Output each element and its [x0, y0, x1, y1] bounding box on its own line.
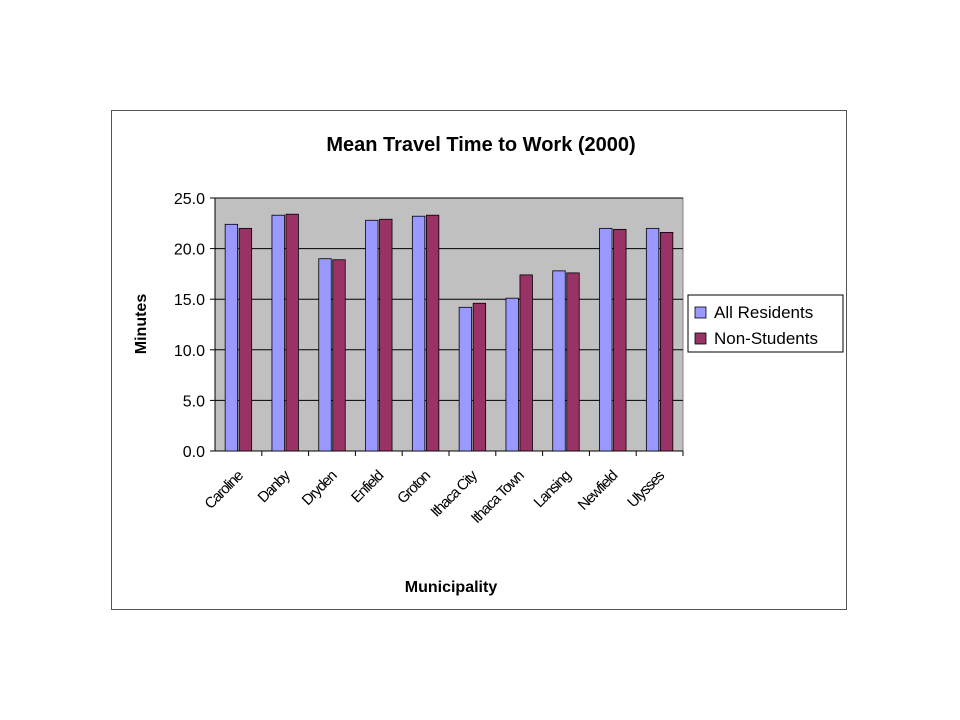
bar-non-students — [285, 213, 299, 452]
legend-swatch — [694, 332, 707, 345]
legend: All Residents Non-Students — [687, 294, 844, 353]
bar-non-students — [472, 302, 487, 452]
legend-label: All Residents — [714, 303, 813, 322]
y-tick-label: 10.0 — [174, 343, 205, 360]
bar-all-residents — [318, 258, 332, 452]
y-tick-label: 20.0 — [174, 242, 205, 259]
legend-box — [687, 294, 844, 353]
bar-non-students — [519, 274, 533, 452]
plot-background — [214, 197, 684, 452]
bar-all-residents — [224, 223, 239, 452]
bar-non-students — [379, 218, 393, 452]
bar-all-residents — [599, 227, 613, 452]
plot-area: 0.0 5.0 10.0 15.0 20.0 25.0 Caroline Danby Dryde… — [174, 191, 684, 527]
x-tick-label: Danby — [255, 467, 295, 507]
chart-svg: Mean Travel Time to Work (2000) Minutes … — [133, 134, 844, 596]
x-tick-label: Newfield — [575, 467, 622, 514]
y-axis-label: Minutes — [133, 294, 150, 355]
chart-title: Mean Travel Time to Work (2000) — [326, 134, 635, 156]
bar-all-residents — [271, 214, 285, 452]
chart-frame: Mean Travel Time to Work (2000) Minutes … — [111, 110, 847, 610]
y-tick-label: 5.0 — [183, 393, 205, 410]
x-tick-label: Dryden — [299, 467, 341, 509]
x-tick-label: Ithaca Town — [468, 467, 528, 527]
bar-all-residents — [505, 297, 519, 452]
bar-all-residents — [411, 215, 426, 452]
legend-swatch — [694, 306, 707, 319]
bar-all-residents — [365, 219, 379, 452]
bar-non-students — [238, 227, 253, 452]
x-tick-label: Ulysses — [624, 467, 668, 511]
x-tick-label: Enfield — [348, 467, 387, 506]
bar-non-students — [566, 272, 580, 452]
bar-non-students — [613, 228, 627, 452]
x-tick-label: Lansing — [531, 467, 575, 511]
bar-non-students — [332, 259, 346, 452]
bar-non-students — [659, 232, 674, 452]
bar-all-residents — [645, 227, 660, 452]
y-tick-label: 15.0 — [174, 292, 205, 309]
x-axis-label: Municipality — [405, 579, 498, 596]
x-tick-label: Caroline — [201, 467, 246, 512]
bar-all-residents — [552, 270, 566, 452]
y-tick-label: 25.0 — [174, 191, 205, 208]
y-tick-label: 0.0 — [183, 444, 205, 461]
bar-non-students — [425, 214, 440, 452]
bar-all-residents — [458, 306, 473, 452]
legend-label: Non-Students — [714, 329, 818, 348]
x-tick-label: Groton — [394, 467, 434, 507]
